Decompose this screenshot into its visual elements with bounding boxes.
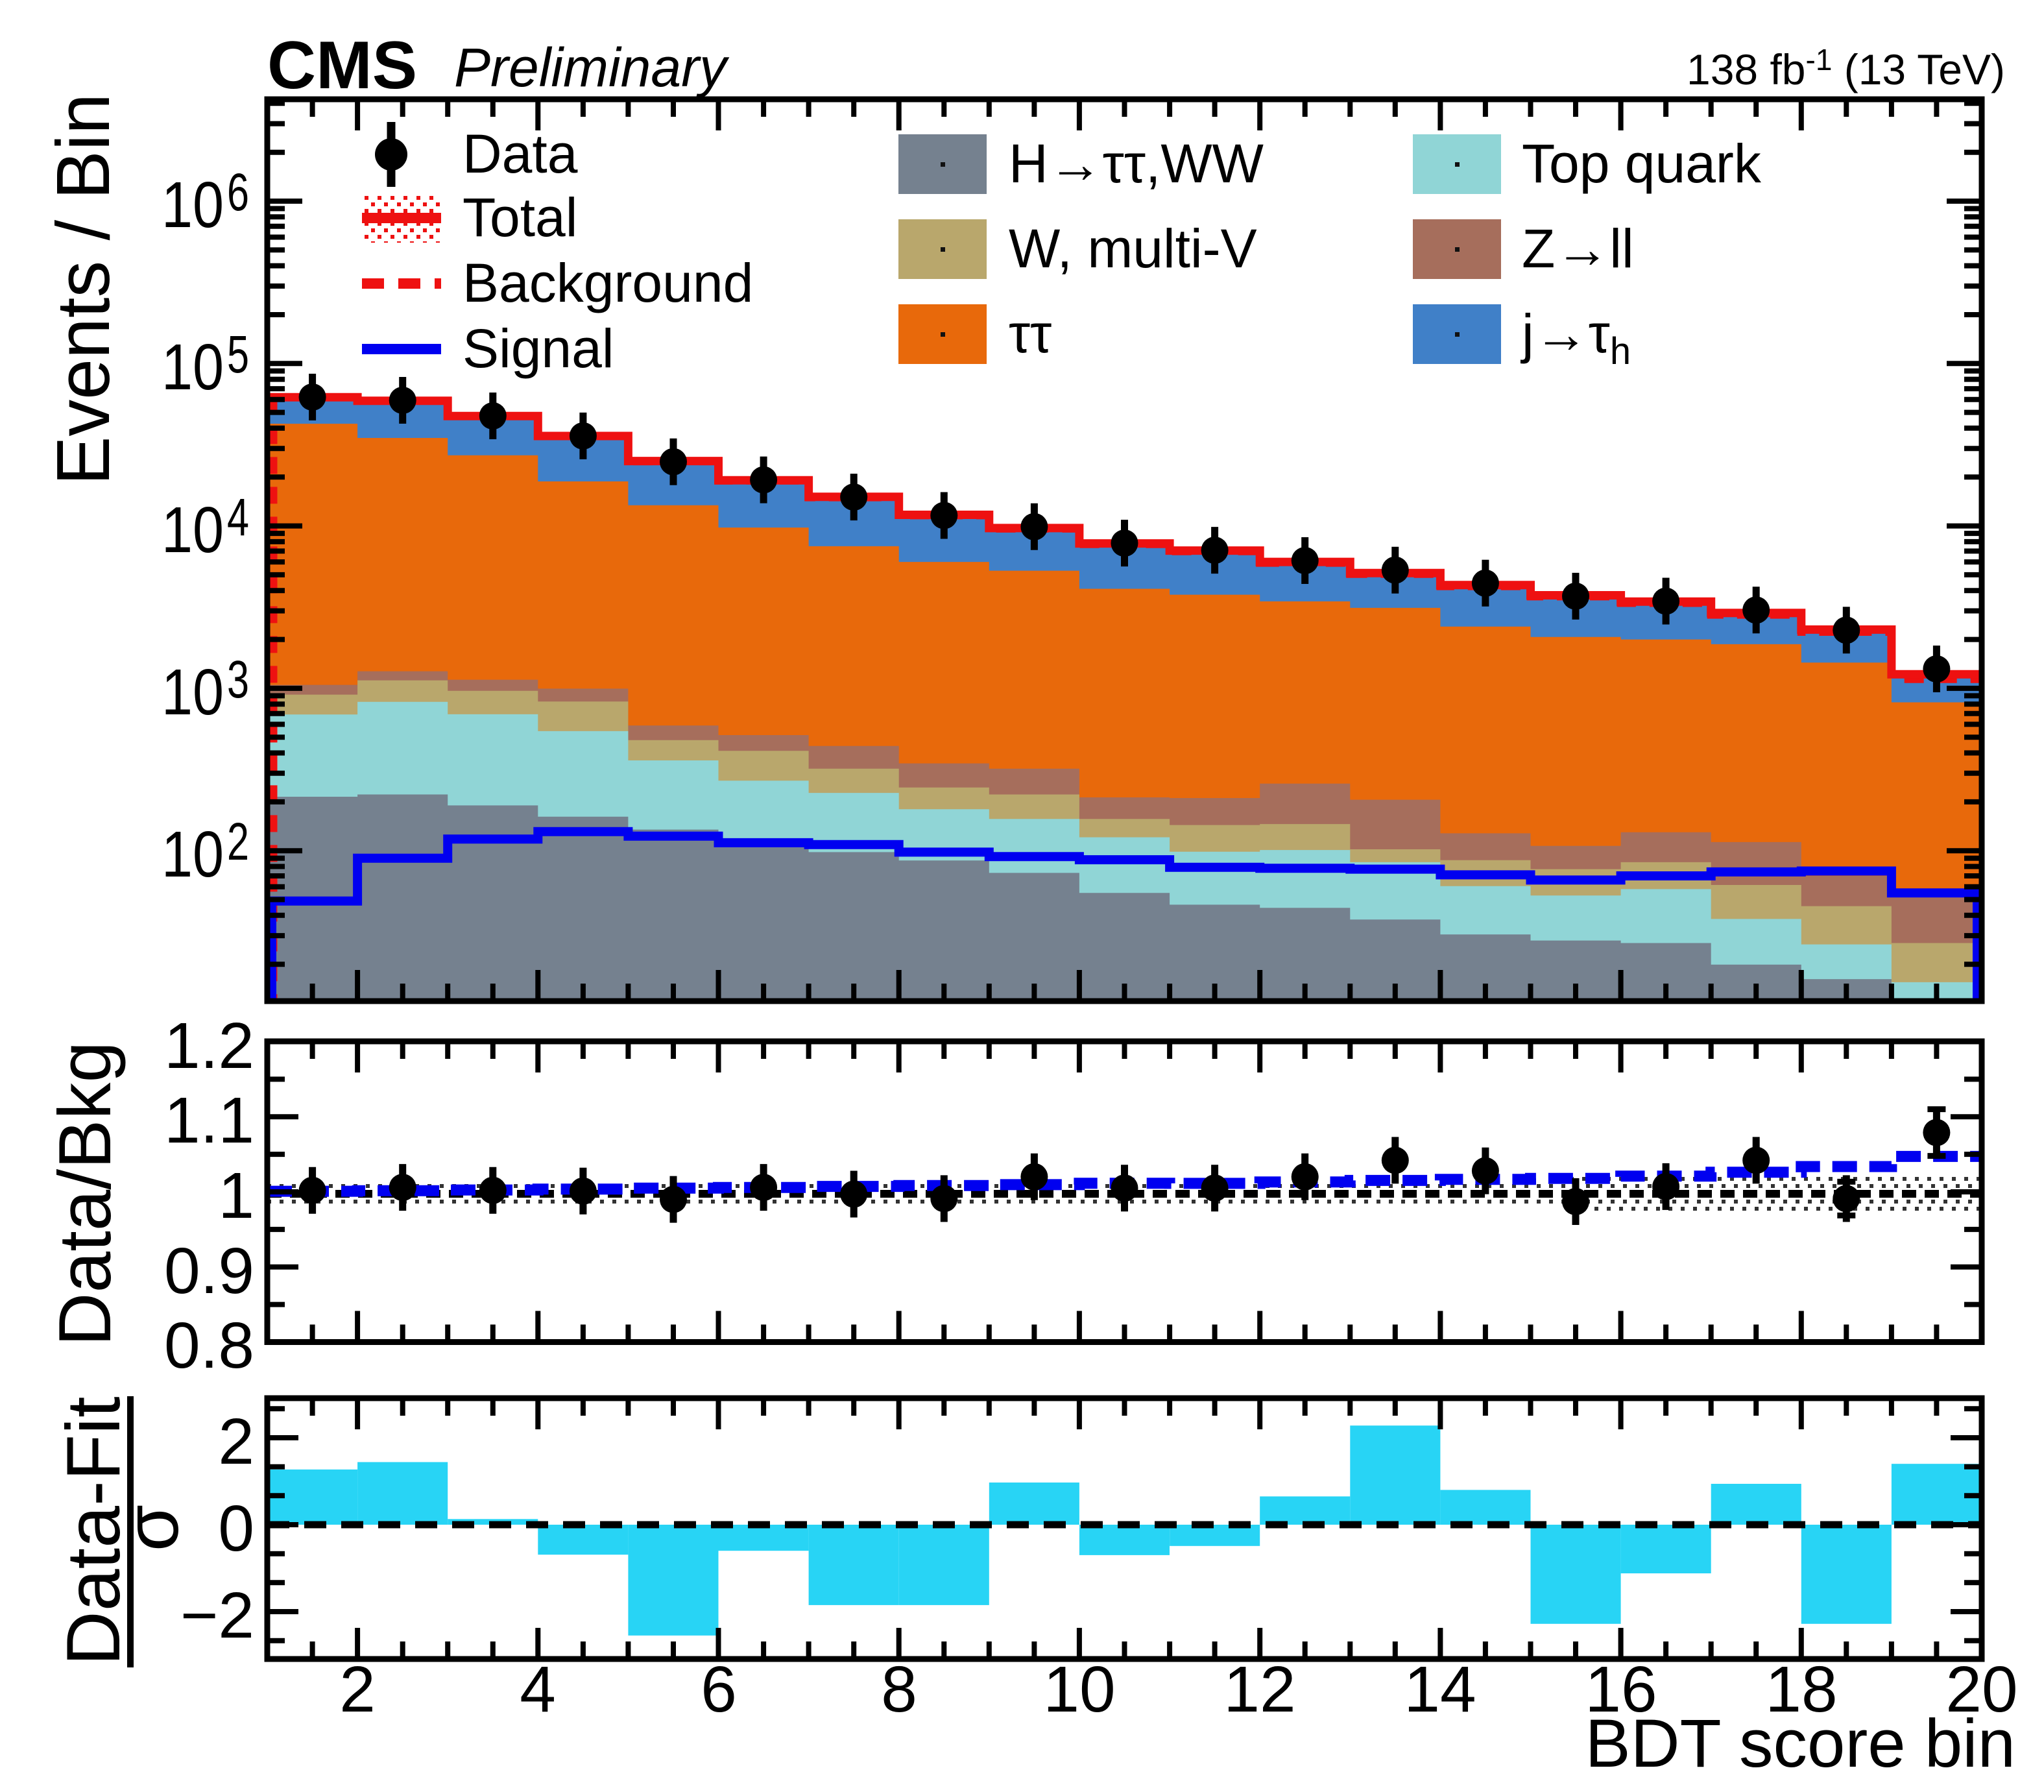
svg-text:Background: Background	[463, 252, 753, 313]
svg-text:0.9: 0.9	[164, 1235, 254, 1307]
svg-text:Signal: Signal	[463, 318, 614, 379]
svg-text:10: 10	[162, 169, 224, 241]
svg-text:0: 0	[218, 1492, 254, 1565]
svg-text:−2: −2	[180, 1579, 254, 1652]
svg-text:4: 4	[520, 1653, 556, 1726]
svg-text:6: 6	[701, 1653, 737, 1726]
svg-text:CMS: CMS	[267, 28, 417, 103]
svg-text:Top quark: Top quark	[1522, 133, 1762, 194]
svg-text:2: 2	[339, 1653, 376, 1726]
svg-text:Data: Data	[463, 123, 578, 184]
svg-text:σ: σ	[109, 1505, 194, 1551]
svg-text:14: 14	[1404, 1653, 1476, 1726]
svg-text:BDT score bin: BDT score bin	[1585, 1706, 2015, 1782]
svg-text:0.8: 0.8	[164, 1309, 254, 1382]
svg-text:138 fb-1 (13 TeV): 138 fb-1 (13 TeV)	[1687, 43, 2005, 93]
svg-text:2: 2	[227, 812, 249, 871]
svg-text:8: 8	[881, 1653, 917, 1726]
svg-text:18: 18	[1765, 1653, 1837, 1726]
svg-text:12: 12	[1223, 1653, 1295, 1726]
svg-text:10: 10	[1043, 1653, 1115, 1726]
svg-text:Z→ll: Z→ll	[1522, 218, 1634, 279]
svg-text:10: 10	[162, 331, 224, 404]
svg-text:6: 6	[227, 163, 249, 222]
svg-text:10: 10	[162, 818, 224, 891]
svg-text:3: 3	[227, 650, 249, 709]
svg-text:W, multi-V: W, multi-V	[1009, 218, 1257, 279]
svg-text:2: 2	[218, 1405, 254, 1478]
svg-text:4: 4	[227, 488, 249, 547]
svg-text:Data/Bkg: Data/Bkg	[44, 1041, 126, 1346]
svg-text:1.2: 1.2	[164, 1010, 254, 1082]
svg-text:Total: Total	[463, 187, 577, 248]
svg-text:10: 10	[162, 656, 224, 729]
svg-text:16: 16	[1585, 1653, 1657, 1726]
svg-text:20: 20	[1945, 1653, 2017, 1726]
svg-text:ττ: ττ	[1009, 303, 1052, 364]
svg-text:Preliminary: Preliminary	[454, 37, 730, 98]
svg-text:Data-Fit: Data-Fit	[51, 1397, 136, 1666]
svg-text:1: 1	[218, 1159, 254, 1232]
svg-text:Events / Bin: Events / Bin	[41, 93, 125, 485]
svg-text:H→ττ,WW: H→ττ,WW	[1009, 133, 1264, 194]
svg-text:10: 10	[162, 494, 224, 566]
svg-text:1.1: 1.1	[164, 1084, 254, 1157]
svg-text:5: 5	[227, 325, 249, 384]
